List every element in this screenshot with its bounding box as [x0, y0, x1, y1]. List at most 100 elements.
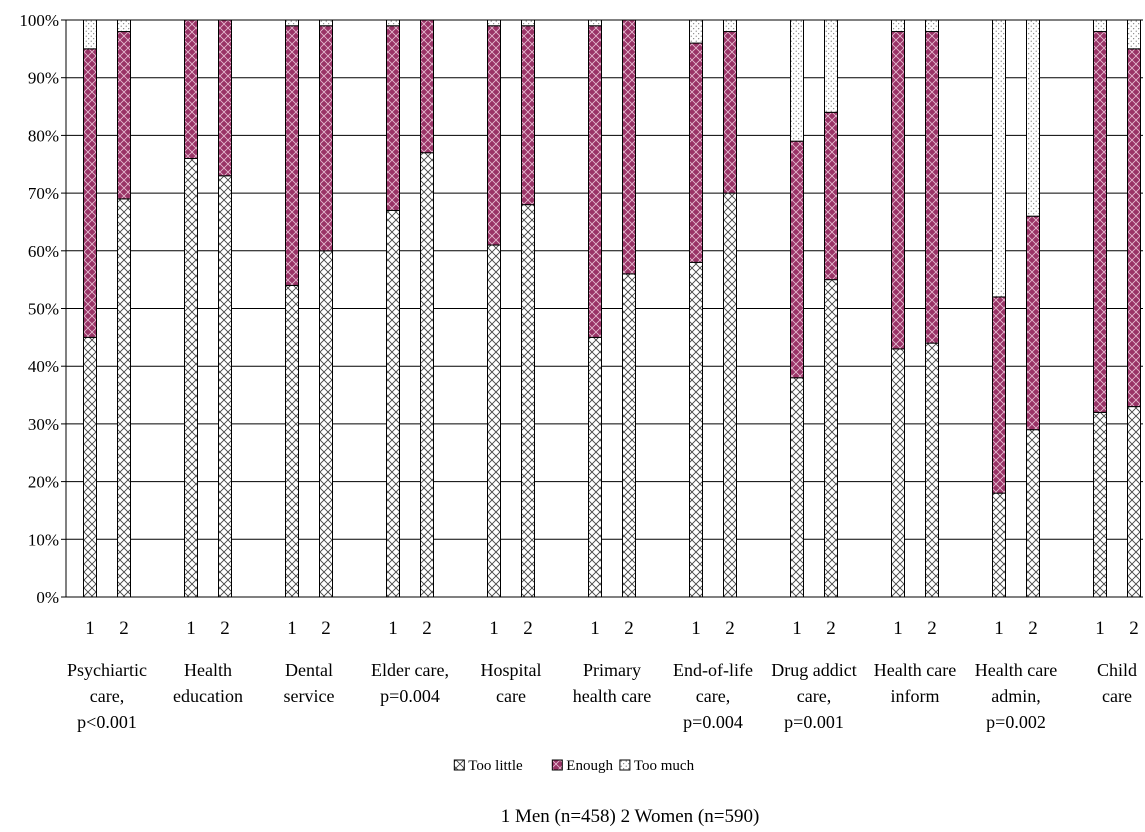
category-label: education [173, 686, 243, 706]
bar-segment-too-much [925, 19, 939, 33]
bar-segment-too-little [1026, 429, 1040, 598]
bar-label: 2 [826, 618, 836, 639]
category-label: p=0.004 [683, 712, 743, 732]
y-tick-label: 50% [28, 300, 59, 319]
bar-label: 2 [624, 618, 634, 639]
bar-segment-too-much [588, 19, 602, 27]
category-label: health care [573, 686, 651, 706]
category-label: Health [184, 660, 232, 680]
bar-label: 2 [220, 618, 230, 639]
bar-segment-too-much [1093, 19, 1107, 33]
bar-segment-enough [117, 31, 131, 200]
bar-label: 2 [927, 618, 937, 639]
bar-segment-too-little [521, 204, 535, 598]
category-label: care [496, 686, 526, 706]
category-label: p<0.001 [77, 712, 137, 732]
bar-label: 1 [994, 618, 1004, 639]
legend-swatch [453, 759, 465, 771]
bar-label: 2 [1129, 618, 1139, 639]
bar-segment-too-little [790, 377, 804, 598]
bar-segment-too-little [588, 336, 602, 598]
bar-segment-enough [925, 31, 939, 344]
bar-segment-too-little [925, 342, 939, 598]
category-label: Health care [975, 660, 1057, 680]
bar-segment-too-much [117, 19, 131, 33]
gridlines [66, 19, 1143, 598]
category-label: Child [1097, 660, 1137, 680]
y-tick-label: 40% [28, 357, 59, 376]
bar-segment-too-little [117, 198, 131, 598]
bar-segment-enough [487, 25, 501, 246]
category-label: Drug addict [771, 660, 856, 680]
category-label: Health care [874, 660, 956, 680]
category-label: Dental [285, 660, 333, 680]
bar-label: 2 [119, 618, 129, 639]
category-label: care, [797, 686, 831, 706]
x-axis-labels: 1 2 Psychiartic care, p<0.001 1 2 Health educati… [67, 618, 1139, 732]
y-tick-label: 80% [28, 126, 59, 145]
y-tick-label: 90% [28, 69, 59, 88]
bar-label: 2 [422, 618, 432, 639]
category-label: admin, [991, 686, 1041, 706]
bar-segment-enough [689, 42, 703, 263]
category-label: Primary [583, 660, 641, 680]
category-label: care, [696, 686, 730, 706]
bar-segment-enough [184, 19, 198, 159]
bar-label: 2 [523, 618, 533, 639]
bar-segment-too-much [83, 19, 97, 50]
bar-segment-enough [1026, 215, 1040, 431]
bar-label: 1 [85, 618, 95, 639]
category-label: Hospital [481, 660, 542, 680]
legend: Too little Enough Too much [453, 758, 695, 774]
bar-segment-too-much [689, 19, 703, 44]
y-tick-label: 20% [28, 473, 59, 492]
bar-segment-enough [622, 19, 636, 275]
bar-label: 1 [388, 618, 398, 639]
bar-segment-enough [319, 25, 333, 252]
category-label: End-of-life [673, 660, 753, 680]
y-tick-label: 70% [28, 184, 59, 203]
bar-segment-too-little [723, 192, 737, 598]
bar-label: 2 [1028, 618, 1038, 639]
bar-segment-too-much [891, 19, 905, 33]
bar-segment-too-much [1026, 19, 1040, 217]
y-tick-label: 30% [28, 415, 59, 434]
category-label: Psychiartic [67, 660, 147, 680]
bar-segment-enough [891, 31, 905, 350]
bar-label: 1 [792, 618, 802, 639]
bar-segment-too-little [891, 348, 905, 598]
category-label: care [1102, 686, 1132, 706]
bar-segment-too-little [1093, 411, 1107, 598]
y-axis: 0% 10% 20% 30% 40% 50% 60% 70% 80% 90% 100% [19, 11, 67, 607]
footnote: 1 Men (n=458) 2 Women (n=590) [501, 806, 760, 827]
category-label: p=0.002 [986, 712, 1046, 732]
bar-segment-too-little [83, 336, 97, 598]
bar-segment-too-much [992, 19, 1006, 298]
bar-segment-enough [1127, 48, 1141, 408]
bar-label: 1 [893, 618, 903, 639]
y-tick-label: 10% [28, 530, 59, 549]
bar-segment-enough [386, 25, 400, 211]
bar-segment-too-much [487, 19, 501, 27]
y-tick-label: 100% [19, 11, 59, 30]
bar-segment-too-much [1127, 19, 1141, 50]
bar-segment-too-little [218, 175, 232, 598]
bar-segment-too-much [723, 19, 737, 33]
bar-label: 1 [590, 618, 600, 639]
bar-segment-too-little [285, 284, 299, 598]
bar-segment-too-little [487, 244, 501, 598]
category-label: p=0.004 [380, 686, 440, 706]
category-label: care, [90, 686, 124, 706]
bar-segment-too-little [824, 279, 838, 598]
bar-segment-enough [218, 19, 232, 177]
bar-label: 2 [725, 618, 735, 639]
bar-label: 2 [321, 618, 331, 639]
bar-segment-too-little [386, 209, 400, 598]
bar-segment-enough [588, 25, 602, 338]
bar-segment-enough [790, 140, 804, 379]
bar-segment-too-little [622, 273, 636, 598]
bar-segment-too-much [790, 19, 804, 142]
legend-swatch [619, 759, 631, 771]
legend-label: Too much [634, 758, 695, 774]
